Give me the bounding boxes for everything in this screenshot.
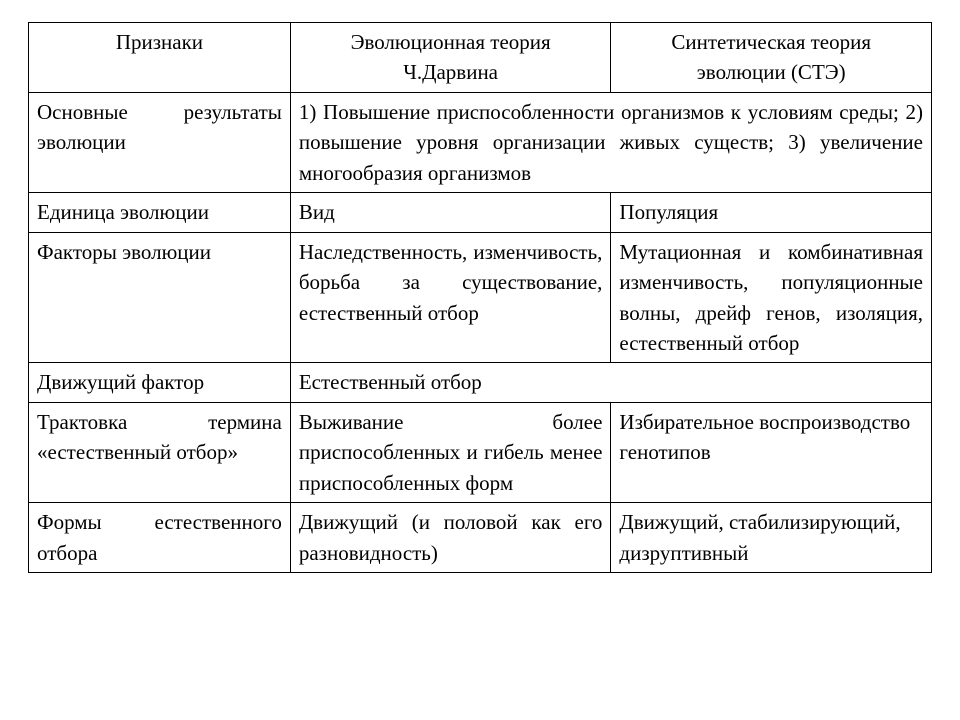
row5-ste: Движущий, стабилизирующий, дизруптивный	[611, 503, 932, 573]
header-col3: Синтетическая теория эволюции (СТЭ)	[611, 23, 932, 93]
row1-darwin: Вид	[290, 193, 611, 232]
header-col2-line1: Эволюционная теория	[351, 30, 551, 54]
row0-merged: 1) Повышение приспособленности организмо…	[290, 92, 931, 192]
row4-ste: Избирательное воспроизводство генотипов	[611, 402, 932, 502]
row3-merged: Естественный отбор	[290, 363, 931, 402]
header-col1: Признаки	[29, 23, 291, 93]
row1-label: Единица эволюции	[29, 193, 291, 232]
page-container: Признаки Эволюционная теория Ч.Дарвина С…	[0, 0, 960, 720]
table-row: Основные результаты эволюции 1) Повышени…	[29, 92, 932, 192]
header-col2: Эволюционная теория Ч.Дарвина	[290, 23, 611, 93]
row1-ste: Популяция	[611, 193, 932, 232]
table-row: Движущий фактор Естественный отбор	[29, 363, 932, 402]
row3-label: Движущий фактор	[29, 363, 291, 402]
row2-darwin: Наследственность, изменчивость, борьба з…	[290, 232, 611, 363]
row4-darwin: Выживание более приспособленных и гибель…	[290, 402, 611, 502]
comparison-table: Признаки Эволюционная теория Ч.Дарвина С…	[28, 22, 932, 573]
table-row: Трактовка термина «естественный отбор» В…	[29, 402, 932, 502]
header-col2-line2: Ч.Дарвина	[403, 60, 498, 84]
header-col1-text: Признаки	[116, 30, 203, 54]
header-col3-line1: Синтетическая теория	[671, 30, 871, 54]
row2-label: Факторы эволюции	[29, 232, 291, 363]
row0-label: Основные результаты эволюции	[29, 92, 291, 192]
row5-darwin: Движущий (и половой как его разновидност…	[290, 503, 611, 573]
row4-label: Трактовка термина «естественный отбор»	[29, 402, 291, 502]
table-row: Единица эволюции Вид Популяция	[29, 193, 932, 232]
table-row: Факторы эволюции Наследственность, измен…	[29, 232, 932, 363]
row2-ste: Мутационная и комбинативная изменчивость…	[611, 232, 932, 363]
row5-label: Формы естественного отбора	[29, 503, 291, 573]
table-header-row: Признаки Эволюционная теория Ч.Дарвина С…	[29, 23, 932, 93]
header-col3-line2: эволюции (СТЭ)	[697, 60, 846, 84]
table-row: Формы естественного отбора Движущий (и п…	[29, 503, 932, 573]
